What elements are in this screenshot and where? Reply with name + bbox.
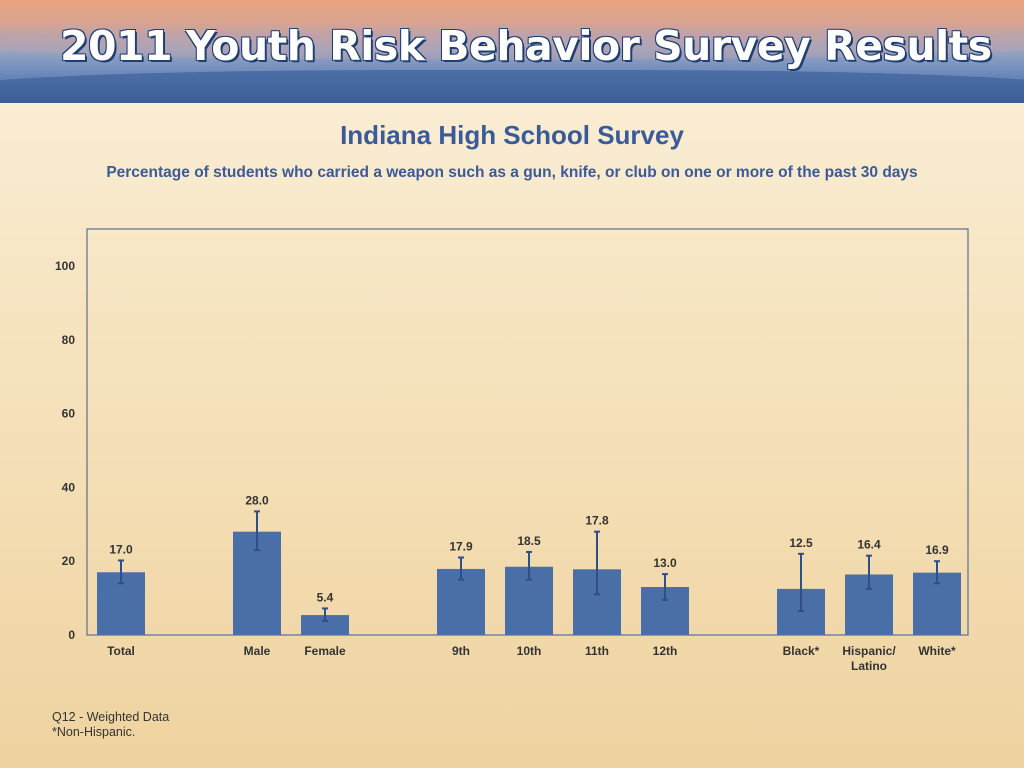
x-tick-label: 10th bbox=[517, 644, 542, 658]
data-label: 18.5 bbox=[517, 534, 541, 548]
banner-title: 2011 Youth Risk Behavior Survey Results bbox=[60, 22, 992, 70]
bar bbox=[301, 615, 349, 635]
chart-title: Indiana High School Survey bbox=[340, 120, 684, 150]
y-tick-label: 80 bbox=[62, 333, 76, 347]
header-banner: 2011 Youth Risk Behavior Survey Results bbox=[0, 0, 1024, 103]
x-tick-label: Total bbox=[107, 644, 135, 658]
x-tick-label: Black* bbox=[783, 644, 820, 658]
x-tick-label: Male bbox=[244, 644, 271, 658]
banner-band bbox=[0, 70, 1024, 103]
data-label: 13.0 bbox=[653, 556, 677, 570]
chart-subtitle: Percentage of students who carried a wea… bbox=[106, 164, 918, 181]
x-tick-label: Female bbox=[304, 644, 346, 658]
banner-band bbox=[0, 30, 1024, 60]
data-label: 12.5 bbox=[789, 536, 813, 550]
data-label: 17.8 bbox=[585, 514, 609, 528]
footnote: Q12 - Weighted Data *Non-Hispanic. bbox=[52, 710, 169, 740]
data-label: 28.0 bbox=[245, 493, 269, 507]
y-tick-label: 40 bbox=[62, 480, 76, 494]
y-tick-label: 0 bbox=[68, 628, 75, 642]
y-tick-label: 100 bbox=[55, 259, 75, 273]
data-label: 16.4 bbox=[857, 538, 881, 552]
x-tick-label: Latino bbox=[851, 659, 887, 673]
data-label: 16.9 bbox=[925, 543, 949, 557]
data-label: 5.4 bbox=[317, 590, 334, 604]
x-tick-label: 11th bbox=[585, 644, 609, 658]
x-tick-label: 12th bbox=[653, 644, 678, 658]
data-label: 17.9 bbox=[449, 540, 473, 554]
y-tick-label: 60 bbox=[62, 407, 76, 421]
x-tick-label: Hispanic/ bbox=[842, 644, 896, 658]
y-tick-label: 20 bbox=[62, 554, 76, 568]
footnote-line-nonhispanic: *Non-Hispanic. bbox=[52, 725, 136, 739]
x-tick-label: White* bbox=[918, 644, 956, 658]
x-tick-label: 9th bbox=[452, 644, 470, 658]
footnote-line-weighted: Q12 - Weighted Data bbox=[52, 710, 170, 724]
data-label: 17.0 bbox=[109, 542, 133, 556]
